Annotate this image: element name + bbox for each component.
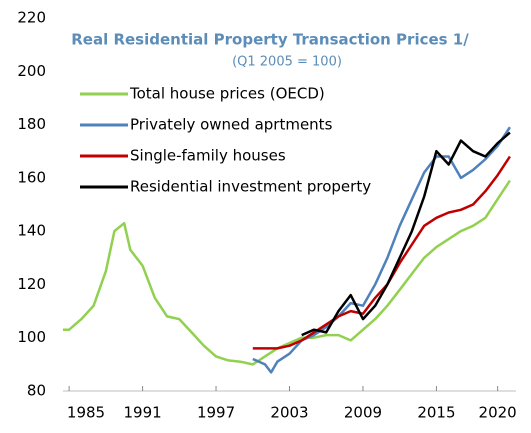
chart-subtitle: (Q1 2005 = 100) bbox=[232, 55, 342, 70]
x-tick-label: 2020 bbox=[479, 404, 517, 422]
chart-title: Real Residential Property Transaction Pr… bbox=[71, 31, 469, 49]
legend-label: Single-family houses bbox=[130, 147, 286, 165]
series-line bbox=[63, 179, 511, 366]
x-tick-label: 1997 bbox=[197, 404, 235, 422]
x-tick-label: 2003 bbox=[270, 404, 308, 422]
x-tick-label: 2009 bbox=[344, 404, 382, 422]
y-tick-label: 160 bbox=[17, 168, 46, 186]
x-tick-label: 2015 bbox=[417, 404, 455, 422]
y-tick-label: 180 bbox=[17, 115, 46, 133]
legend-label: Privately owned aprtments bbox=[130, 116, 333, 134]
x-tick-label: 1985 bbox=[67, 404, 105, 422]
series-line bbox=[301, 131, 511, 337]
x-tick-label: 1991 bbox=[123, 404, 161, 422]
y-tick-label: 80 bbox=[27, 382, 46, 400]
series-line bbox=[252, 126, 511, 374]
y-tick-label: 100 bbox=[17, 328, 46, 346]
y-tick-label: 200 bbox=[17, 62, 46, 80]
legend-label: Residential investment property bbox=[130, 178, 371, 196]
legend-label: Total house prices (OECD) bbox=[129, 85, 325, 103]
y-tick-label: 120 bbox=[17, 275, 46, 293]
y-tick-label: 220 bbox=[17, 9, 46, 27]
series-line bbox=[252, 155, 511, 350]
y-tick-label: 140 bbox=[17, 222, 46, 240]
